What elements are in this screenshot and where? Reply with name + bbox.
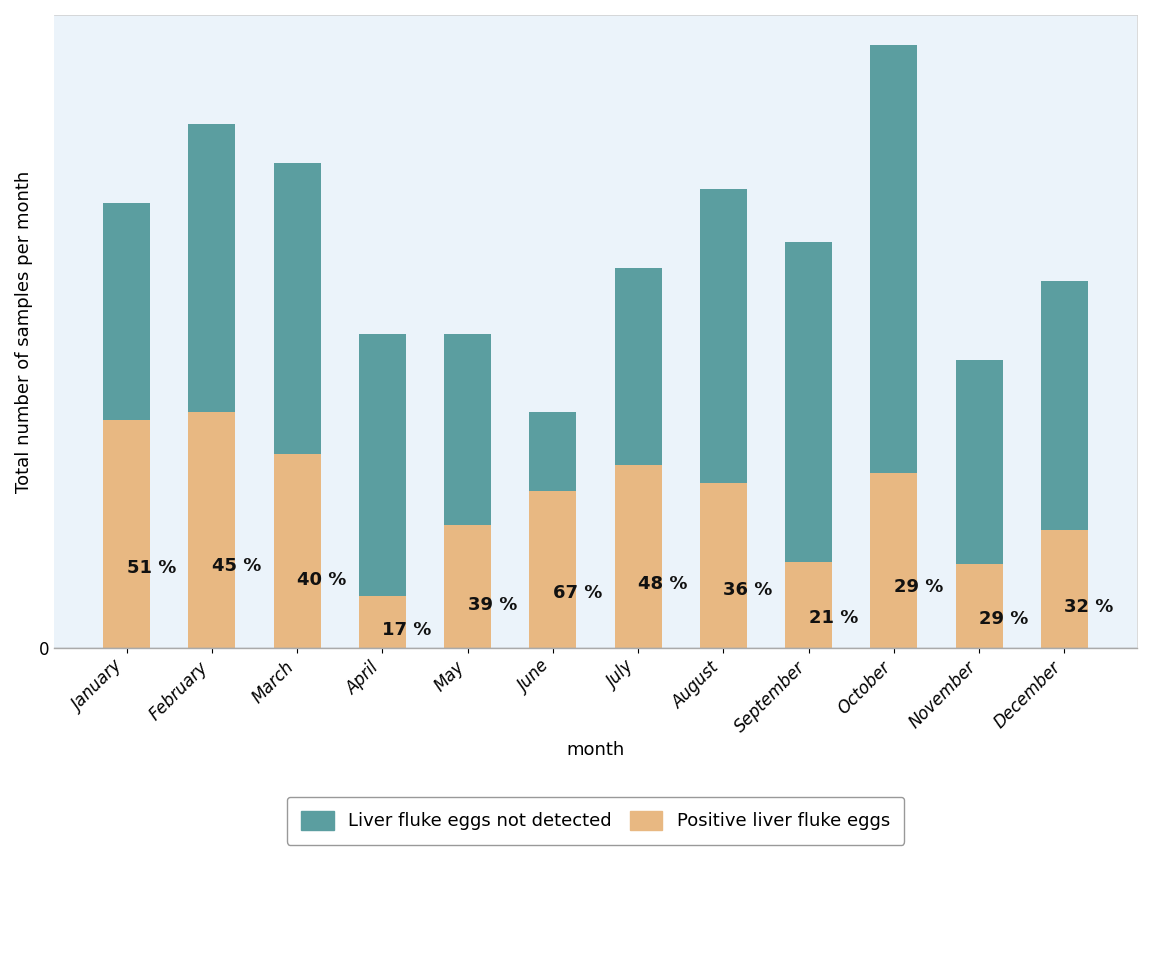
Bar bbox=[445, 525, 491, 648]
Text: 67 %: 67 % bbox=[553, 585, 602, 602]
Bar bbox=[1041, 281, 1087, 530]
Bar bbox=[1041, 530, 1087, 648]
Bar bbox=[189, 124, 235, 412]
Bar bbox=[104, 420, 150, 648]
Bar bbox=[700, 189, 746, 483]
Text: 45 %: 45 % bbox=[212, 557, 262, 575]
Legend: Liver fluke eggs not detected, Positive liver fluke eggs: Liver fluke eggs not detected, Positive … bbox=[287, 797, 904, 845]
X-axis label: month: month bbox=[567, 741, 624, 759]
Text: 29 %: 29 % bbox=[894, 578, 943, 596]
Bar bbox=[359, 334, 406, 596]
Text: 32 %: 32 % bbox=[1064, 598, 1114, 616]
Text: 29 %: 29 % bbox=[979, 610, 1029, 628]
Bar bbox=[956, 564, 1002, 648]
Bar bbox=[615, 465, 661, 648]
Bar bbox=[786, 562, 832, 648]
Bar bbox=[274, 163, 320, 454]
Y-axis label: Total number of samples per month: Total number of samples per month bbox=[15, 171, 33, 492]
Text: 40 %: 40 % bbox=[297, 571, 347, 589]
Text: 21 %: 21 % bbox=[809, 609, 858, 627]
Bar bbox=[871, 472, 917, 648]
Bar bbox=[274, 454, 320, 648]
Bar bbox=[956, 360, 1002, 564]
Bar bbox=[189, 412, 235, 648]
Text: 48 %: 48 % bbox=[638, 575, 688, 593]
Text: 36 %: 36 % bbox=[723, 582, 773, 599]
Bar bbox=[700, 483, 746, 648]
Bar bbox=[445, 334, 491, 525]
Bar bbox=[530, 491, 576, 648]
Bar bbox=[871, 45, 917, 472]
Bar bbox=[359, 596, 406, 648]
Bar bbox=[530, 412, 576, 491]
Text: 17 %: 17 % bbox=[382, 621, 432, 639]
Text: 39 %: 39 % bbox=[468, 596, 517, 614]
Text: 51 %: 51 % bbox=[127, 560, 176, 578]
Bar bbox=[615, 268, 661, 465]
Bar bbox=[786, 242, 832, 562]
Bar bbox=[104, 203, 150, 420]
